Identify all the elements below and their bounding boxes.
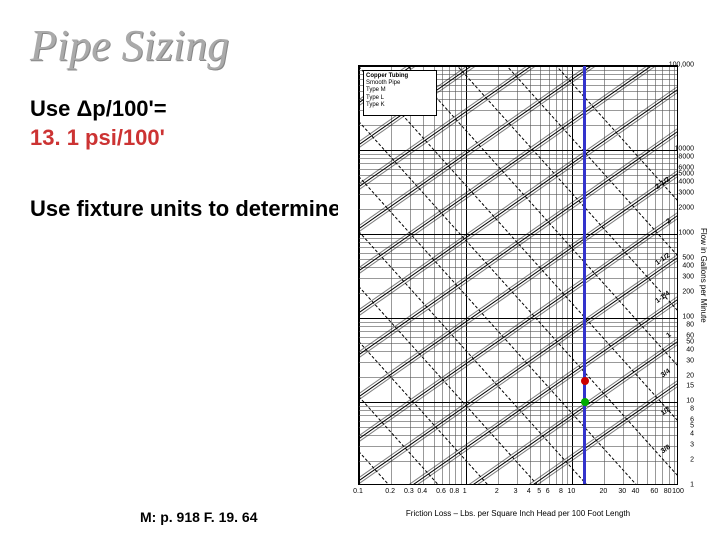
y-tick: 80 (686, 322, 694, 329)
x-tick: 20 (600, 488, 608, 495)
y-tick: 2 (690, 456, 694, 463)
gridline-y (359, 435, 677, 436)
y-tick: 100 (682, 314, 694, 321)
reference-citation: M: p. 918 F. 19. 64 (140, 509, 258, 525)
gridline-y (359, 267, 677, 268)
y-tick: 500 (682, 255, 694, 262)
y-tick: 1000 (678, 230, 694, 237)
x-tick: 4 (527, 488, 531, 495)
friction-loss-chart: Copper Tubing Smooth Pipe Type M Type L … (338, 55, 708, 520)
x-tick: 0.8 (449, 488, 459, 495)
chart-plot-area: Copper Tubing Smooth Pipe Type M Type L … (358, 65, 678, 485)
y-axis-label: Flow in Gallons per Minute (698, 65, 708, 485)
x-tick: 0.2 (385, 488, 395, 495)
x-tick: 0.3 (404, 488, 414, 495)
legend-title: Copper Tubing (366, 73, 434, 80)
x-tick: 6 (546, 488, 550, 495)
x-tick: 80 (664, 488, 672, 495)
x-tick: 0.1 (353, 488, 363, 495)
pressure-drop-marker-line (583, 66, 586, 484)
y-tick: 100,000 (669, 62, 694, 69)
y-tick: 8 (690, 406, 694, 413)
x-tick: 100 (672, 488, 684, 495)
y-tick: 4000 (678, 179, 694, 186)
y-tick: 30 (686, 357, 694, 364)
y-tick: 3 (690, 441, 694, 448)
slide-title: Pipe Sizing (30, 20, 229, 71)
chart-marker-dot (581, 377, 589, 385)
chart-marker-dot (581, 398, 589, 406)
gridline-y (359, 461, 677, 462)
legend-item: Type L (366, 95, 434, 102)
pipe-size-line (359, 118, 678, 484)
y-tick: 300 (682, 273, 694, 280)
y-tick: 6000 (678, 164, 694, 171)
legend-item: Type M (366, 87, 434, 94)
pipe-size-line (359, 73, 678, 439)
x-tick: 3 (514, 488, 518, 495)
x-tick: 5 (537, 488, 541, 495)
gridline-y (359, 259, 677, 260)
text-block-delta-p: Use Δp/100'= 13. 1 psi/100' (30, 95, 167, 152)
line-use-dp: Use Δp/100'= (30, 95, 167, 124)
text-block-fixture: Use fixture units to determine flow (30, 195, 391, 224)
y-tick: 60 (686, 332, 694, 339)
y-tick: 6 (690, 416, 694, 423)
y-tick: 2000 (678, 204, 694, 211)
x-tick: 40 (632, 488, 640, 495)
y-tick: 15 (686, 383, 694, 390)
gridline-y (359, 427, 677, 428)
gridline-y (359, 183, 677, 184)
pipe-size-label: 1 (665, 332, 672, 340)
y-tick: 200 (682, 288, 694, 295)
x-axis-label: Friction Loss – Lbs. per Square Inch Hea… (358, 509, 678, 518)
y-tick: 3000 (678, 189, 694, 196)
x-tick: 30 (618, 488, 626, 495)
line-dp-value: 13. 1 psi/100' (30, 124, 167, 153)
x-tick: 8 (559, 488, 563, 495)
legend-subtitle: Smooth Pipe (366, 80, 434, 87)
y-tick: 5000 (678, 171, 694, 178)
x-tick: 1 (463, 488, 467, 495)
x-tick: 0.4 (417, 488, 427, 495)
y-tick: 10 (686, 398, 694, 405)
y-tick: 1 (690, 482, 694, 489)
y-tick: 4 (690, 431, 694, 438)
x-tick: 0.6 (436, 488, 446, 495)
y-tick: 40 (686, 347, 694, 354)
gridline-y (359, 343, 677, 344)
x-tick: 2 (495, 488, 499, 495)
y-tick: 8000 (678, 154, 694, 161)
legend-item: Type K (366, 102, 434, 109)
y-tick: 400 (682, 263, 694, 270)
y-tick: 20 (686, 372, 694, 379)
y-tick: 5 (690, 423, 694, 430)
x-tick: 10 (567, 488, 575, 495)
y-tick: 10000 (675, 146, 694, 153)
y-tick: 50 (686, 339, 694, 346)
x-tick: 60 (650, 488, 658, 495)
chart-legend: Copper Tubing Smooth Pipe Type M Type L … (363, 70, 437, 116)
